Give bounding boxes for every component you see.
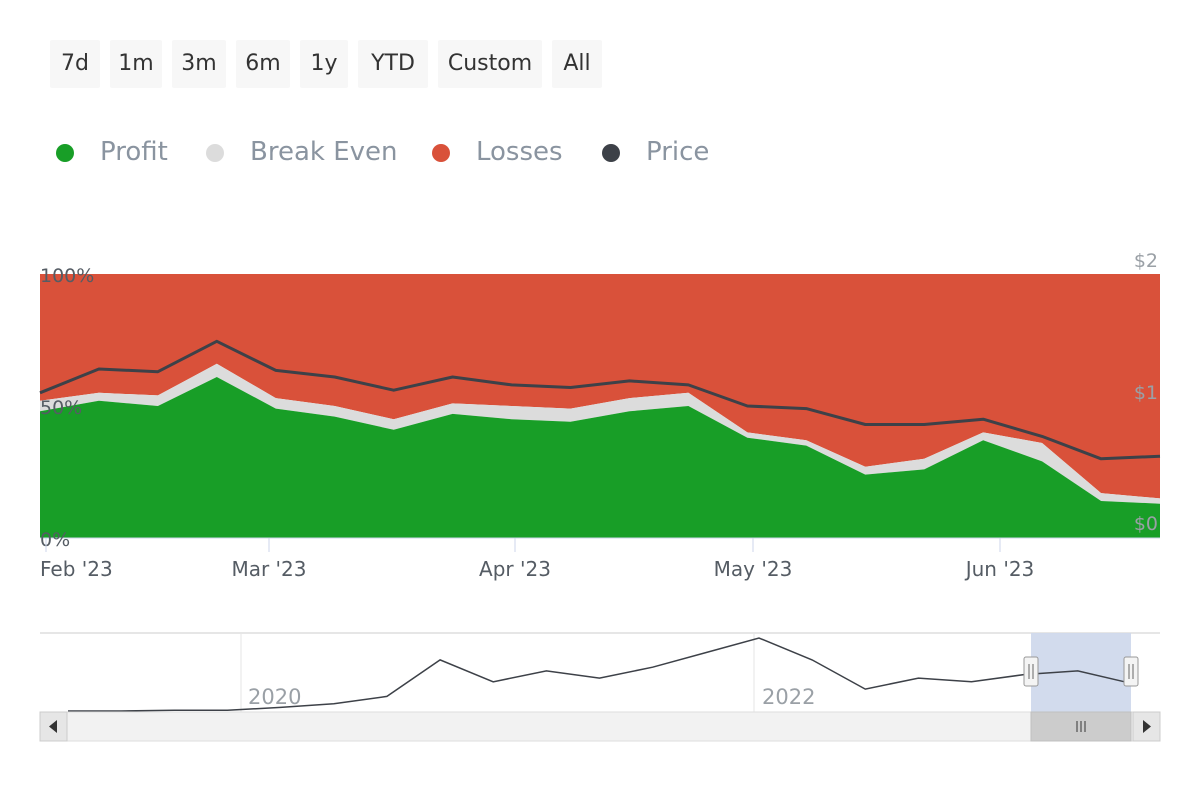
navigator-price-line [68,637,1132,712]
range-custom-button[interactable]: Custom [438,40,542,88]
legend-label-profit: Profit [100,137,168,167]
arrow-left-icon [49,720,57,733]
navigator-right-handle[interactable] [1123,656,1139,687]
legend-label-break-even: Break Even [250,137,398,167]
y-right-tick-label: $2 [1134,250,1158,272]
x-axis: Feb '23 Mar '23 Apr '23 May '23 Jun '23 [40,538,1034,581]
navigator-left-handle-box[interactable] [1023,656,1039,687]
range-ytd-button[interactable]: YTD [358,40,428,88]
y-axis-left: 0% 50% 100% [40,265,94,551]
navigator-right-handle-box[interactable] [1123,656,1139,687]
y-right-tick-label: $0 [1134,513,1158,535]
x-tick-label: Jun '23 [964,557,1035,581]
range-6m-button[interactable]: 6m [236,40,290,88]
scrollbar-track[interactable] [39,711,1161,742]
range-1y-button[interactable]: 1y [300,40,348,88]
x-tick-label: Apr '23 [479,557,551,581]
break-even-area [40,363,1160,504]
y-left-tick-label: 0% [40,529,70,551]
range-1m-button[interactable]: 1m [110,40,162,88]
legend-dot-break-even [206,144,224,162]
y-axis-right: $0 $1 $2 [1134,250,1158,535]
legend-dot-losses [432,144,450,162]
range-3m-button[interactable]: 3m [172,40,226,88]
profit-area [40,377,1160,538]
y-left-tick-label: 50% [40,397,82,419]
range-all-button[interactable]: All [552,40,602,88]
x-tick-label: May '23 [714,557,793,581]
navigator-year-label: 2020 [248,685,301,709]
scrollbar[interactable] [39,711,1161,742]
navigator: 2020 2022 [40,632,1160,712]
x-tick-label: Feb '23 [40,557,113,581]
arrow-right-icon [1143,720,1151,733]
legend-label-price: Price [646,137,710,167]
y-right-tick-label: $1 [1134,382,1158,404]
legend-label-losses: Losses [476,137,563,167]
range-7d-button[interactable]: 7d [50,40,100,88]
losses-area [40,274,1160,499]
price-line [39,339,1161,461]
legend-dot-price [602,144,620,162]
y-left-tick-label: 100% [40,265,94,287]
navigator-year-label: 2022 [762,685,815,709]
x-tick-label: Mar '23 [231,557,306,581]
navigator-left-handle[interactable] [1023,656,1039,687]
legend-dot-profit [56,144,74,162]
